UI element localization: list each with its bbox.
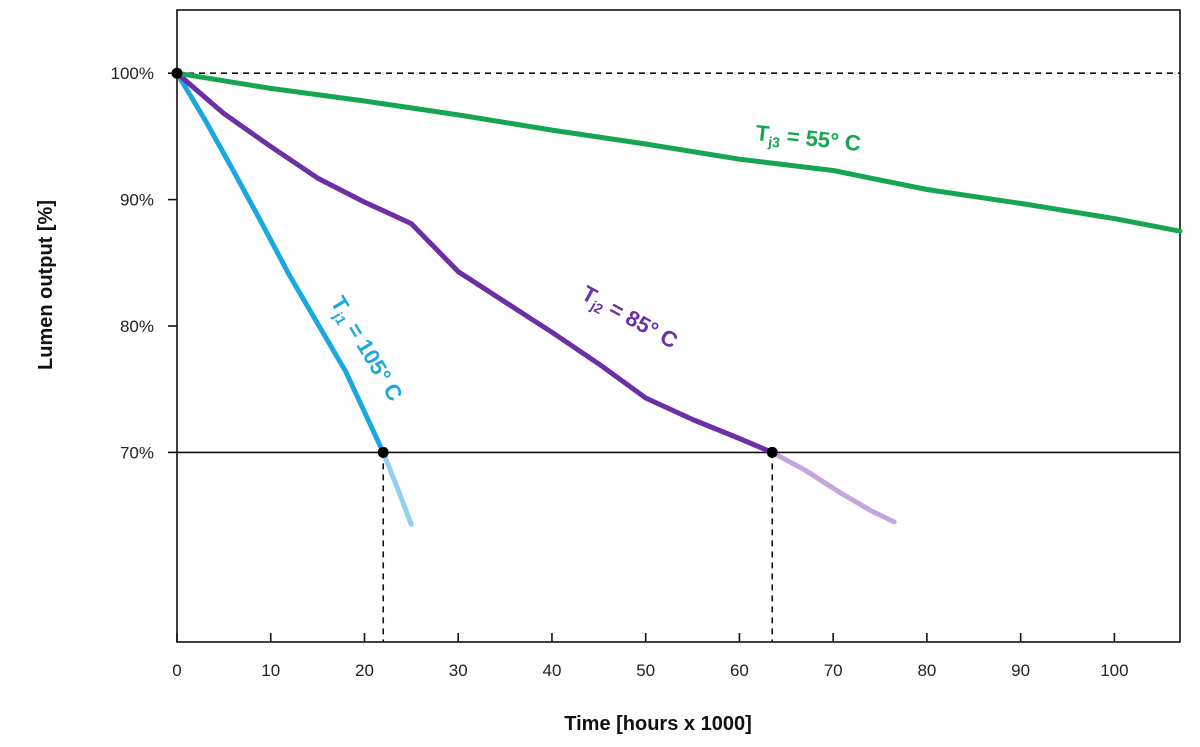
x-tick-label-40: 40 — [542, 661, 561, 680]
x-tick-label-30: 30 — [449, 661, 468, 680]
series-j1-line — [174, 70, 386, 455]
series-j2-line — [174, 70, 775, 455]
y-tick-label-90: 90% — [120, 191, 154, 210]
marker-point-1 — [377, 446, 389, 458]
y-axis-title: Lumen output [%] — [35, 200, 57, 370]
x-tick-label-80: 80 — [917, 661, 936, 680]
x-axis: 0 10 20 30 40 50 60 70 80 90 100 — [172, 633, 1129, 680]
series-label-tj2: Tj2 = 85° C — [576, 281, 682, 357]
y-tick-label-80: 80% — [120, 317, 154, 336]
x-tick-label-10: 10 — [261, 661, 280, 680]
series-j2-extrapolated-line — [769, 449, 897, 525]
marker-point-2 — [766, 446, 778, 458]
drop-lines — [382, 452, 774, 642]
series-label-tj3: Tj3 = 55° C — [754, 120, 862, 159]
series-j3-line — [174, 70, 1183, 234]
series-layer — [174, 70, 1183, 527]
reference-lines — [177, 72, 1180, 454]
x-tick-label-20: 20 — [355, 661, 374, 680]
x-tick-label-60: 60 — [730, 661, 749, 680]
y-tick-label-100: 100% — [111, 64, 154, 83]
series-label-tj1: Tj1 = 105° C — [323, 292, 408, 407]
markers-layer — [171, 67, 778, 458]
x-tick-label-0: 0 — [172, 661, 181, 680]
x-tick-label-70: 70 — [824, 661, 843, 680]
series-j1-extrapolated-line — [380, 449, 414, 527]
x-axis-title: Time [hours x 1000] — [564, 713, 751, 735]
plot-frame — [176, 9, 1181, 643]
y-tick-label-70: 70% — [120, 443, 154, 462]
x-tick-label-100: 100 — [1100, 661, 1128, 680]
x-tick-label-90: 90 — [1011, 661, 1030, 680]
y-axis: 100% 90% 80% 70% — [111, 64, 177, 462]
x-tick-label-50: 50 — [636, 661, 655, 680]
